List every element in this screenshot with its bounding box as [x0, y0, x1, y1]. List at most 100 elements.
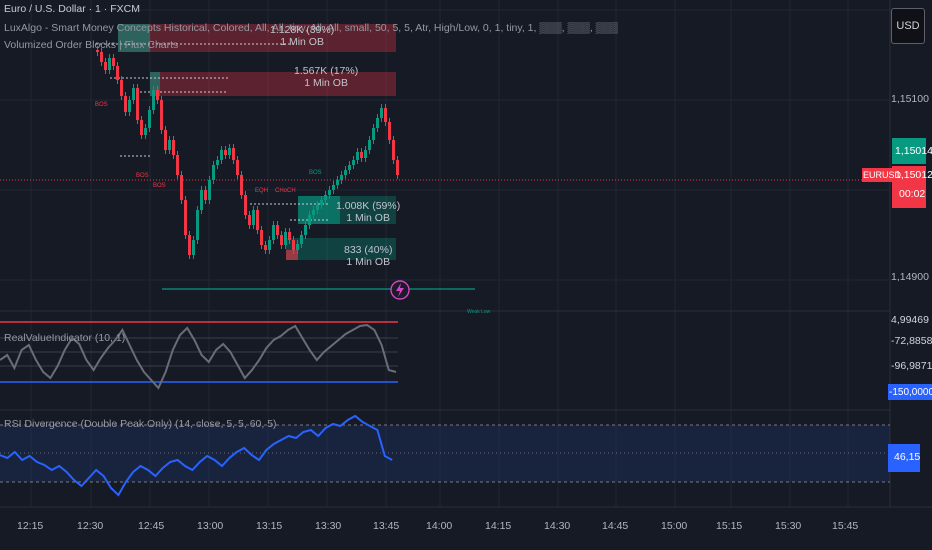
candle	[208, 180, 211, 200]
candle	[108, 58, 111, 70]
candle	[348, 165, 351, 170]
candle	[196, 210, 199, 240]
time-tick: 14:00	[426, 520, 453, 532]
candle	[168, 140, 171, 150]
candle	[200, 190, 203, 210]
candle	[112, 58, 115, 66]
rvi-value: -72,88580	[891, 335, 932, 347]
order-block-label: 1.128K (39%) 1 Min OB	[270, 24, 335, 48]
rsi-line	[0, 414, 393, 497]
grid	[0, 0, 890, 507]
candle	[124, 96, 127, 112]
candle	[220, 150, 223, 160]
last-price-tag: 1,15012	[895, 169, 932, 181]
candle	[384, 108, 387, 122]
candle	[292, 240, 295, 250]
time-tick: 13:30	[315, 520, 342, 532]
candle	[376, 118, 379, 128]
rvi-min-tag-bg	[888, 384, 932, 400]
candle	[240, 175, 243, 195]
candle	[244, 195, 247, 215]
candle	[296, 244, 299, 250]
order-block-bearish-1-volume	[118, 24, 150, 52]
rsi-value-tag-bg	[888, 444, 920, 472]
countdown-tag: 00:02	[899, 188, 926, 200]
candle	[300, 235, 303, 244]
candle	[272, 225, 275, 240]
candle	[132, 88, 135, 100]
order-block-bearish-2	[150, 72, 396, 96]
candle	[116, 66, 119, 80]
candle	[212, 165, 215, 180]
candle	[268, 240, 271, 250]
candle	[188, 235, 191, 255]
candle	[312, 210, 315, 215]
candle	[204, 190, 207, 200]
symbol-legend[interactable]: Euro / U.S. Dollar · 1 · FXCM	[4, 3, 140, 15]
rsi-legend[interactable]: RSI Divergence (Double Peak Only) (14, c…	[4, 418, 277, 430]
rvi-legend[interactable]: RealValueIndicator (10, 1)	[4, 332, 126, 344]
candle	[276, 225, 279, 235]
candle	[248, 215, 251, 225]
candle	[304, 225, 307, 235]
candle	[280, 235, 283, 245]
candle	[372, 128, 375, 140]
candle	[164, 130, 167, 150]
time-tick: 14:15	[485, 520, 512, 532]
candle	[380, 108, 383, 118]
time-tick: 14:30	[544, 520, 571, 532]
structure-label: BOS	[153, 183, 166, 189]
rvi-line	[0, 323, 397, 390]
candle	[284, 232, 287, 245]
candle	[152, 90, 155, 110]
candle	[340, 175, 343, 180]
structure-label: EQH	[255, 188, 269, 194]
candle	[156, 90, 159, 100]
candle	[148, 110, 151, 128]
candle	[228, 148, 231, 155]
order-block-bearish-1	[118, 24, 396, 52]
time-tick: 15:30	[775, 520, 802, 532]
candle	[324, 195, 327, 200]
symbol-tag-bg	[862, 168, 892, 182]
candle	[252, 210, 255, 225]
structure-label: BOS	[309, 170, 322, 176]
time-tick: 13:00	[197, 520, 224, 532]
candle	[260, 230, 263, 245]
structure-label: BOS	[95, 102, 108, 108]
candle	[104, 62, 107, 70]
time-tick: 12:45	[138, 520, 165, 532]
weak-low-label: Weak Low	[467, 309, 491, 315]
order-block-bearish-2-volume	[150, 72, 160, 96]
currency-button[interactable]: USD	[891, 8, 925, 44]
candle	[144, 128, 147, 135]
candle	[288, 232, 291, 240]
candle	[256, 210, 259, 230]
rvi-value: 4,99469	[891, 314, 929, 326]
candle	[316, 205, 319, 210]
candle	[336, 180, 339, 185]
candle	[120, 80, 123, 96]
candle	[216, 160, 219, 165]
time-tick: 15:45	[832, 520, 859, 532]
price-tick: 1,15100	[891, 93, 929, 105]
candle	[236, 160, 239, 175]
candle	[184, 200, 187, 235]
bolt-icon[interactable]	[390, 280, 410, 300]
current-price-tag-bg	[892, 138, 926, 164]
time-tick: 12:15	[17, 520, 44, 532]
candle	[136, 88, 139, 120]
candle	[328, 190, 331, 195]
candle	[344, 170, 347, 175]
candle	[176, 155, 179, 175]
candle	[392, 140, 395, 160]
candle	[180, 175, 183, 200]
symbol-tag: EURUSD	[863, 170, 902, 180]
candle	[320, 200, 323, 205]
indicator-legend-flux[interactable]: Volumized Order Blocks | Flux Charts	[4, 39, 179, 51]
candle	[232, 148, 235, 160]
time-tick: 13:15	[256, 520, 283, 532]
indicator-legend-smc[interactable]: LuxAlgo - Smart Money Concepts Historica…	[4, 22, 618, 34]
structure-label: BOS	[136, 173, 149, 179]
